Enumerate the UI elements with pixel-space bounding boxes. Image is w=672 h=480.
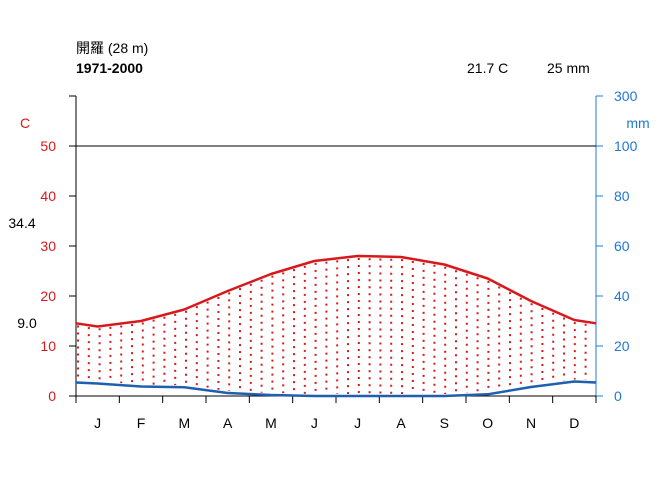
left-tick-label: 0 [48, 388, 56, 404]
x-tick-label: A [223, 415, 233, 431]
abs-min-label: 9.0 [17, 315, 37, 331]
mean-temp-label: 21.7 C [467, 60, 508, 76]
left-tick-label: 10 [40, 338, 56, 354]
right-tick-label: 40 [614, 288, 630, 304]
x-tick-label: S [440, 415, 449, 431]
x-tick-label: M [178, 415, 190, 431]
right-tick-label: 60 [614, 238, 630, 254]
series-lines [75, 254, 597, 398]
x-tick-label: O [482, 415, 493, 431]
left-tick-label: 30 [40, 238, 56, 254]
right-axis-unit: mm [626, 115, 649, 131]
annual-precip-label: 25 mm [547, 60, 590, 76]
x-tick-label: F [137, 415, 146, 431]
dry-season-fill [77, 258, 587, 394]
x-tick-label: J [311, 415, 318, 431]
x-tick-label: A [396, 415, 406, 431]
station-name: 開羅 (28 m) [76, 40, 148, 56]
right-tick-label: 100 [614, 138, 638, 154]
axes [75, 96, 597, 397]
period-label: 1971-2000 [76, 60, 143, 76]
abs-max-label: 34.4 [8, 215, 35, 231]
left-tick-label: 20 [40, 288, 56, 304]
x-tick-label: M [265, 415, 277, 431]
left-tick-label: 40 [40, 188, 56, 204]
precipitation-line [75, 380, 597, 398]
left-axis-ticks: 0 10 20 30 40 50 [40, 95, 76, 404]
left-tick-label: 50 [40, 138, 56, 154]
x-tick-label: J [354, 415, 361, 431]
right-tick-label: 0 [614, 388, 622, 404]
x-tick-label: J [94, 415, 101, 431]
right-axis-ticks: 0 20 40 60 80 100 300 [596, 88, 638, 404]
temperature-line [75, 254, 597, 328]
x-tick-label: N [526, 415, 536, 431]
right-tick-label: 300 [614, 88, 638, 104]
left-axis-unit: C [20, 115, 30, 131]
right-tick-label: 80 [614, 188, 630, 204]
right-tick-label: 20 [614, 338, 630, 354]
x-tick-label: D [569, 415, 579, 431]
